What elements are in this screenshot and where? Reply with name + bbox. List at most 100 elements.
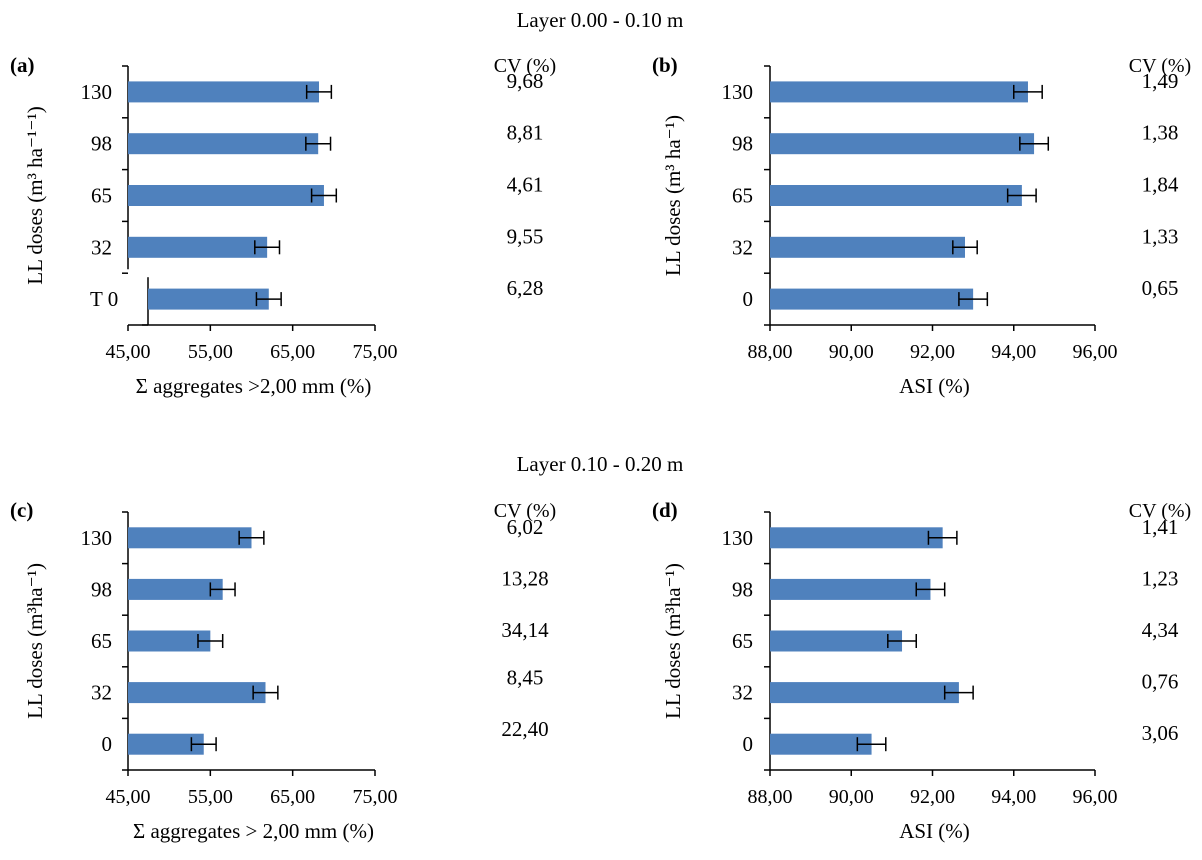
category-label: 65: [91, 184, 112, 208]
panel-label: (a): [10, 53, 35, 77]
bar-32: [128, 682, 266, 704]
layer-title-bottom: Layer 0.10 - 0.20 m: [517, 452, 684, 476]
category-label: 130: [81, 526, 113, 550]
bar-t-0: [148, 288, 269, 310]
panel-label: (c): [10, 498, 33, 522]
chart-panel-4: 88,00 90,00 92,00 94,00 96,00 130 1,41 98 1,23 65…: [652, 498, 1191, 843]
bar-98: [128, 578, 223, 600]
bar-98: [770, 578, 931, 600]
cv-value: 9,55: [507, 224, 544, 248]
bar-0: [770, 288, 974, 310]
bar-130: [770, 527, 943, 549]
x-tick-label: 94,00: [991, 786, 1036, 808]
category-label: 65: [732, 629, 753, 653]
x-axis-title: ASI (%): [899, 819, 970, 843]
bar-130: [128, 527, 252, 549]
bar-0: [128, 733, 204, 755]
category-label: 130: [722, 526, 754, 550]
x-tick-label: 65,00: [270, 786, 315, 808]
x-axis-title: Σ aggregates >2,00 mm (%): [136, 374, 372, 398]
cv-value: 6,02: [507, 515, 544, 539]
category-label: 32: [91, 235, 112, 259]
panel-label: (b): [652, 53, 678, 77]
cv-value: 1,23: [1142, 566, 1179, 590]
x-tick-label: 88,00: [748, 786, 793, 808]
cv-header: CV (%): [1129, 55, 1191, 77]
x-tick-label: 96,00: [1073, 341, 1118, 363]
x-tick-label: 75,00: [353, 341, 398, 363]
category-label: 98: [91, 132, 112, 156]
y-axis-title: LL doses (m³ha⁻¹): [661, 563, 685, 719]
bar-98: [770, 133, 1035, 155]
category-label: 32: [732, 681, 753, 705]
cv-value: 34,14: [501, 618, 549, 642]
category-label: 130: [722, 80, 754, 104]
bar-0: [770, 733, 872, 755]
bar-32: [770, 682, 959, 704]
x-tick-label: 55,00: [188, 786, 233, 808]
y-axis-title: LL doses (m³ ha⁻¹⁻¹): [23, 106, 47, 285]
cv-value: 8,45: [507, 666, 544, 690]
cv-value: 1,38: [1142, 121, 1179, 145]
x-tick-label: 90,00: [829, 341, 874, 363]
cv-value: 22,40: [501, 717, 548, 741]
cv-value: 4,34: [1142, 618, 1179, 642]
bar-32: [128, 236, 268, 258]
bar-32: [770, 236, 965, 258]
cv-value: 1,49: [1142, 69, 1179, 93]
category-label: 98: [732, 577, 753, 601]
x-tick-label: 55,00: [188, 341, 233, 363]
chart-panel-2: 88,00 90,00 92,00 94,00 96,00 130 1,49 98 1,38 65…: [652, 53, 1191, 398]
panel-label: (d): [652, 498, 678, 522]
cv-value: 9,68: [507, 69, 544, 93]
category-label: 98: [732, 132, 753, 156]
x-tick-label: 94,00: [991, 341, 1036, 363]
category-label: 65: [732, 184, 753, 208]
category-label: 32: [91, 681, 112, 705]
cv-value: 0,65: [1142, 276, 1179, 300]
x-tick-label: 45,00: [106, 786, 151, 808]
cv-value: 1,33: [1142, 224, 1179, 248]
x-tick-label: 75,00: [353, 786, 398, 808]
category-label: 32: [732, 235, 753, 259]
chart-panel-3: 45,00 55,00 65,00 75,00 130 6,02 98 13,28 65 34,1…: [10, 498, 556, 843]
cv-value: 13,28: [501, 566, 548, 590]
x-axis-title: Σ aggregates > 2,00 mm (%): [133, 819, 374, 843]
bar-130: [770, 81, 1028, 103]
category-label: 0: [102, 732, 113, 756]
chart-panel-1: 45,00 55,00 65,00 75,00 130 9,68 98 8,81 65 4,61 3…: [10, 53, 556, 398]
bar-65: [128, 630, 211, 652]
chart-panels: 45,00 55,00 65,00 75,00 130 9,68 98 8,81 65 4,61 3…: [10, 53, 1191, 843]
cv-value: 1,41: [1142, 515, 1179, 539]
y-axis-title: LL doses (m³ ha⁻¹): [661, 115, 685, 276]
y-axis-title: LL doses (m³ha⁻¹): [23, 563, 47, 719]
bar-65: [770, 185, 1022, 206]
x-tick-label: 96,00: [1073, 786, 1118, 808]
cv-value: 3,06: [1142, 721, 1179, 745]
cv-value: 0,76: [1142, 670, 1179, 694]
cv-value: 8,81: [507, 121, 544, 145]
cv-header: CV (%): [494, 55, 556, 77]
category-label: 0: [743, 287, 754, 311]
bar-65: [770, 630, 903, 652]
category-label: 0: [743, 732, 754, 756]
cv-header: CV (%): [1129, 500, 1191, 522]
bar-65: [128, 185, 324, 206]
cv-value: 1,84: [1142, 173, 1179, 197]
layer-title-top: Layer 0.00 - 0.10 m: [517, 8, 684, 32]
bar-130: [128, 81, 320, 103]
category-label: 98: [91, 577, 112, 601]
x-tick-label: 92,00: [910, 341, 955, 363]
category-label: 65: [91, 629, 112, 653]
x-tick-label: 88,00: [748, 341, 793, 363]
x-tick-label: 45,00: [106, 341, 151, 363]
category-label: 130: [81, 80, 113, 104]
cv-value: 6,28: [507, 276, 544, 300]
x-tick-label: 90,00: [829, 786, 874, 808]
x-tick-label: 92,00: [910, 786, 955, 808]
category-label: T 0: [90, 287, 118, 311]
cv-header: CV (%): [494, 500, 556, 522]
x-axis-title: ASI (%): [899, 374, 970, 398]
cv-value: 4,61: [507, 173, 544, 197]
